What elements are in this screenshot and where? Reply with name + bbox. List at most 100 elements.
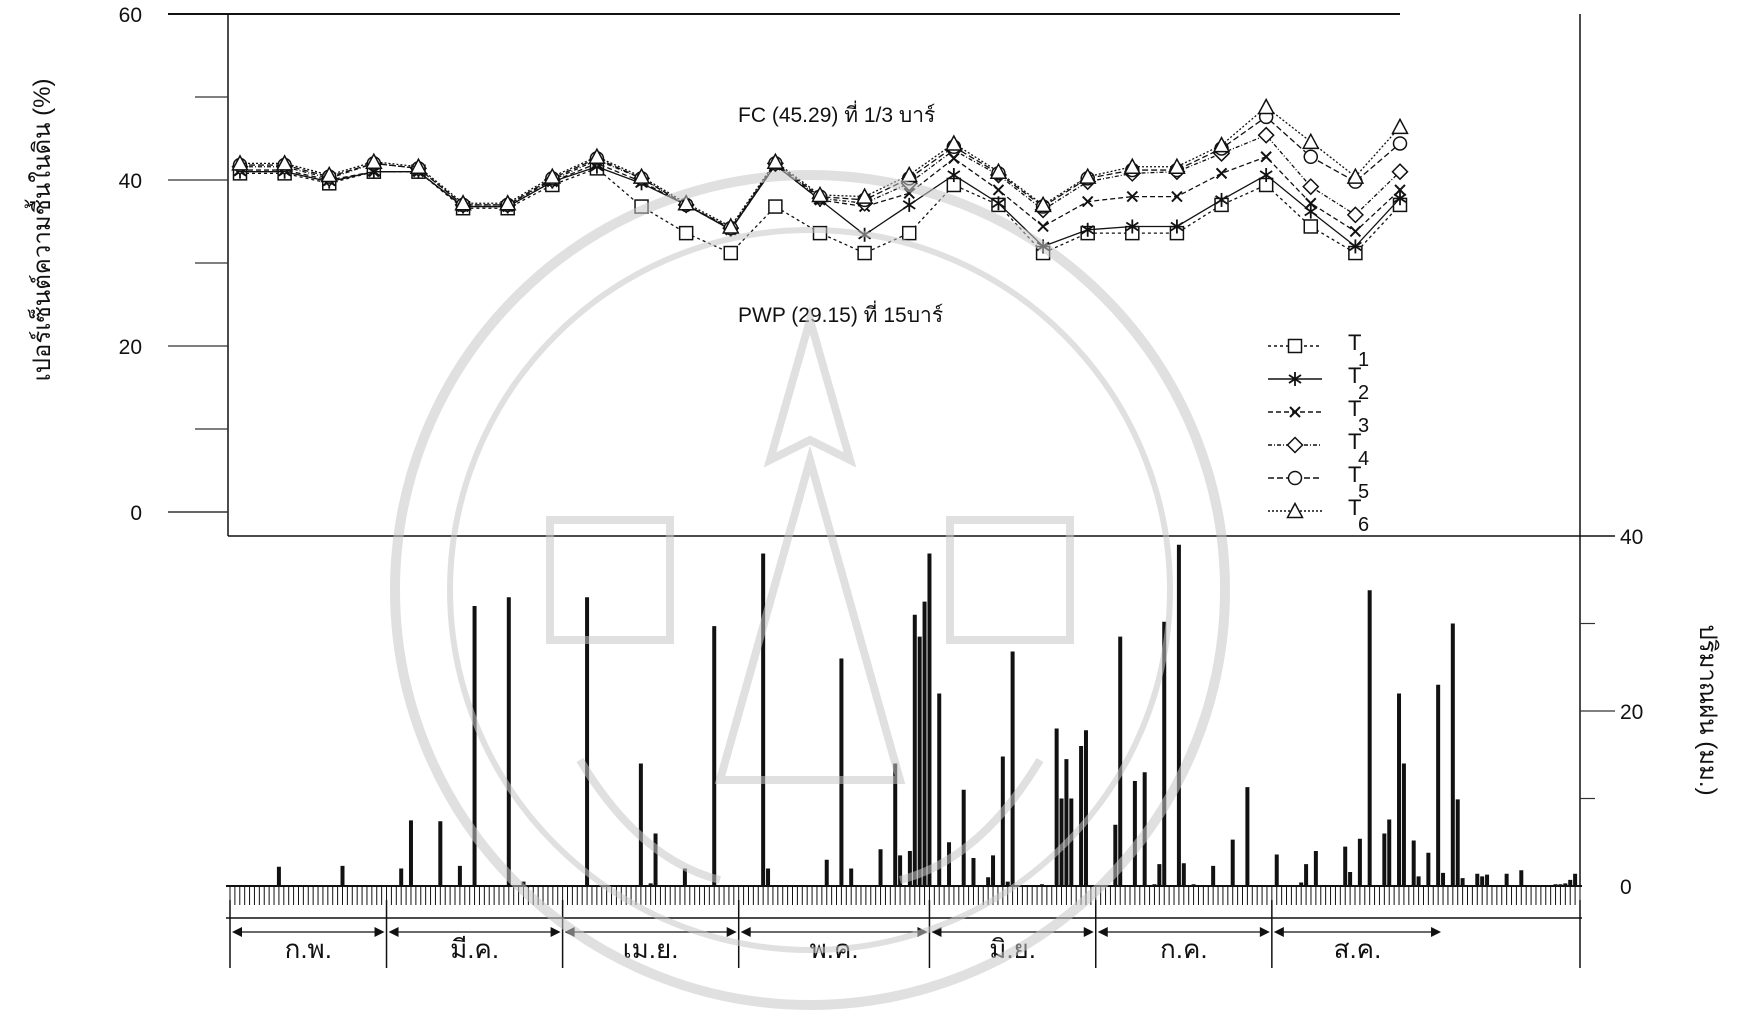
marker-x	[1349, 225, 1362, 238]
rain-bar	[1313, 851, 1318, 886]
rain-bar	[472, 606, 477, 886]
rain-bar	[1382, 833, 1387, 886]
rain-bar	[1304, 864, 1309, 886]
rain-bar	[1504, 873, 1509, 886]
lower-plot-frame	[228, 536, 1581, 887]
month-label: ส.ค.	[1334, 934, 1382, 964]
rain-bar	[1083, 730, 1088, 886]
marker-stroke	[1394, 184, 1406, 196]
rain-bar	[457, 865, 462, 886]
rain-bar	[1563, 883, 1568, 886]
marker-stroke	[1305, 197, 1317, 209]
rain-bar	[1064, 759, 1069, 886]
rain-bar	[1000, 756, 1005, 886]
marker-x	[992, 184, 1005, 196]
month-arrow-right	[374, 927, 385, 937]
rain-bar	[1401, 763, 1406, 886]
date-axis	[226, 885, 1582, 919]
rain-bar	[638, 763, 643, 886]
rain-bar	[824, 859, 829, 886]
rain-bar	[947, 842, 952, 886]
fc-annotation: FC (45.29) ที่ 1/3 บาร์	[738, 100, 935, 127]
month-arrow-right	[1259, 927, 1270, 937]
month-arrow-right	[1431, 927, 1442, 937]
month-arrow-left	[564, 927, 575, 937]
rain-bar	[1475, 873, 1480, 886]
marker-circle	[1392, 136, 1408, 151]
marker-x	[1305, 197, 1317, 209]
marker-square	[723, 245, 739, 261]
lower-y-tick-marks	[1580, 622, 1615, 800]
rain-bar	[1245, 787, 1250, 886]
rain-bar	[971, 858, 976, 886]
rain-bar	[1367, 590, 1372, 886]
rain-bar	[986, 877, 991, 886]
marker-stroke	[1288, 374, 1302, 384]
rain-bar	[922, 601, 927, 886]
marker-triangle	[1286, 501, 1304, 519]
upper-y-gridlines	[168, 96, 228, 513]
legend-label: T	[1348, 429, 1361, 454]
rain-bar	[1573, 873, 1578, 886]
legend-subscript: 6	[1358, 514, 1369, 536]
rain-bar	[1460, 878, 1465, 886]
rain-bar	[1436, 684, 1441, 886]
month-label: มี.ค.	[450, 934, 499, 964]
marker-triangle	[320, 165, 338, 183]
rain-bar	[912, 614, 917, 886]
legend-subscript: 3	[1358, 415, 1369, 437]
marker-triangle	[1212, 136, 1231, 153]
rain-bar	[1176, 544, 1181, 886]
month-arrow-left	[740, 927, 751, 937]
rain-bar	[839, 658, 844, 886]
upper-y-tick-label: 20	[119, 336, 142, 359]
series-t5	[232, 109, 1408, 236]
marker-triangle	[588, 147, 606, 165]
marker-square	[768, 199, 783, 214]
rain-bar	[408, 820, 413, 886]
marker-diamond	[1257, 126, 1275, 144]
rain-bar	[1397, 693, 1402, 886]
marker-stroke	[1260, 151, 1272, 163]
rain-bar	[585, 597, 590, 886]
marker-stroke	[1348, 241, 1362, 252]
marker-asterisk	[1288, 372, 1302, 386]
rain-bar	[1348, 872, 1353, 886]
marker-square	[901, 225, 917, 241]
legend-item-t5: T5	[1268, 462, 1369, 503]
month-arrow-left	[232, 927, 242, 937]
rain-bar	[1480, 876, 1485, 886]
rain-bar	[1426, 852, 1431, 886]
rain-bar	[653, 833, 658, 886]
marker-x	[1394, 184, 1406, 196]
month-label: มิ.ย.	[989, 934, 1036, 964]
rain-bar	[340, 865, 345, 886]
rain-bar	[907, 851, 912, 886]
pwp-annotation: PWP (29.15) ที่ 15บาร์	[738, 300, 943, 327]
month-arrow-left	[388, 927, 399, 937]
rain-bar	[682, 868, 687, 886]
rain-bar	[937, 693, 942, 886]
marker-square	[812, 225, 828, 241]
rain-bar	[1455, 799, 1460, 886]
upper-y-tick-label: 40	[119, 170, 142, 193]
marker-diamond	[1346, 206, 1364, 224]
rain-bar	[1054, 728, 1059, 886]
upper-y-tick-labels: 60 40 20 0	[119, 4, 142, 525]
rain-bar	[1069, 798, 1074, 886]
legend-item-t1: T1	[1268, 330, 1369, 371]
rain-bar	[712, 626, 717, 886]
rain-bar	[1357, 838, 1362, 886]
marker-x	[1171, 190, 1183, 203]
rain-bar	[1059, 798, 1064, 886]
rain-bar	[1485, 874, 1490, 886]
marker-triangle	[231, 154, 249, 171]
rain-bar	[506, 597, 511, 886]
rainfall-bars	[276, 544, 1578, 886]
rain-bar	[1118, 636, 1123, 886]
marker-asterisk	[1393, 191, 1407, 206]
marker-x	[1260, 151, 1272, 163]
marker-circle	[1287, 470, 1303, 486]
month-arrow-right	[550, 927, 561, 937]
